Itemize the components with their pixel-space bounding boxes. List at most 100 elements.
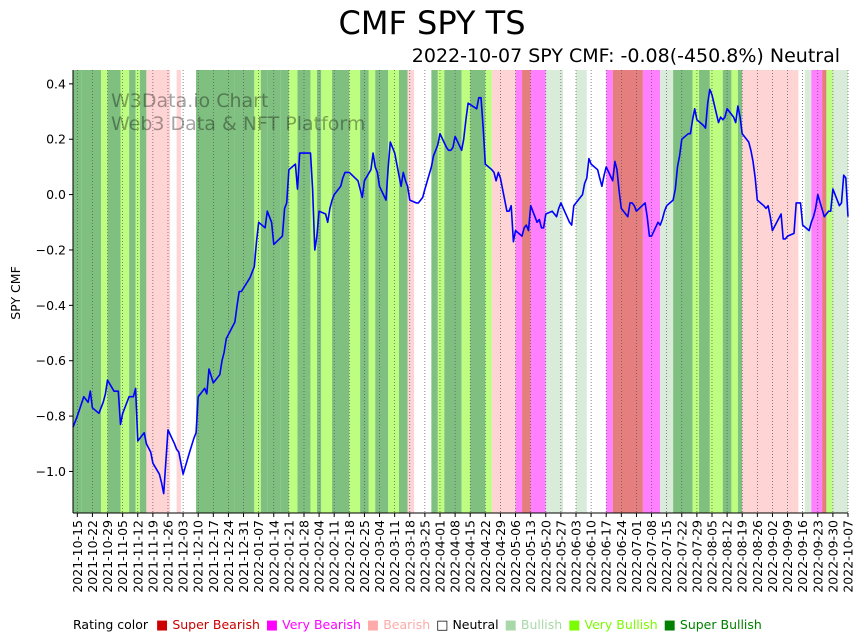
y-tick-label: −0.2 <box>36 242 66 257</box>
x-tick-label: 2022-06-17 <box>599 520 614 593</box>
rating-band <box>515 70 523 513</box>
x-tick-label: 2021-10-15 <box>70 520 85 593</box>
x-tick-label: 2022-02-18 <box>342 520 357 593</box>
axes <box>72 70 848 514</box>
chart-title: CMF SPY TS <box>338 4 526 42</box>
x-tick-label: 2022-08-05 <box>704 520 719 593</box>
rating-band <box>811 70 823 513</box>
rating-band <box>612 70 643 513</box>
rating-band <box>737 70 743 513</box>
rating-band <box>368 70 376 513</box>
x-tick-label: 2022-09-16 <box>795 520 810 593</box>
x-tick-label: 2021-12-24 <box>221 520 236 593</box>
x-tick-label: 2021-12-10 <box>191 520 206 593</box>
rating-band <box>321 70 333 513</box>
x-tick-label: 2021-11-12 <box>130 520 145 593</box>
rating-band <box>485 70 492 513</box>
rating-band <box>437 70 445 513</box>
rating-band <box>606 70 613 513</box>
rating-band <box>129 70 136 513</box>
rating-band <box>431 70 438 513</box>
cmf-series <box>72 88 849 495</box>
rating-band <box>349 70 361 513</box>
legend-item-label: Super Bullish <box>675 617 762 632</box>
x-tick-label: 2022-09-30 <box>825 520 840 593</box>
rating-band <box>470 70 486 513</box>
rating-band <box>722 70 732 513</box>
x-tick-label: 2022-08-19 <box>735 520 750 593</box>
rating-band <box>139 70 147 513</box>
x-tick-label: 2022-09-02 <box>765 520 780 593</box>
rating-band <box>234 70 255 513</box>
legend-item-label: Neutral <box>448 617 499 632</box>
y-tick-label: −1.0 <box>36 464 66 479</box>
x-tick-label: 2022-08-12 <box>720 520 735 593</box>
rating-band <box>692 70 700 513</box>
rating-band <box>530 70 546 513</box>
legend-label: Rating color <box>73 617 149 632</box>
x-tick-label: 2022-05-27 <box>553 520 568 593</box>
x-tick-label: 2022-01-28 <box>296 520 311 593</box>
x-tick-label: 2022-02-04 <box>312 520 327 593</box>
rating-bands <box>73 70 848 513</box>
rating-band <box>107 70 121 513</box>
legend-swatch: □ <box>436 618 449 633</box>
x-tick-label: 2022-07-29 <box>689 520 704 593</box>
rating-band <box>545 70 564 513</box>
rating-band <box>101 70 108 513</box>
legend-item: ■ Very Bearish <box>265 617 361 633</box>
rating-band <box>461 70 471 513</box>
y-axis-ticks: 0.4 0.2 0.0 −0.2 −0.4 −0.6 −0.8 −1.0 <box>36 76 73 479</box>
y-tick-label: 0.4 <box>46 76 66 91</box>
x-tick-label: 2022-04-01 <box>432 520 447 593</box>
rating-band <box>563 70 576 513</box>
x-tick-label: 2022-08-26 <box>750 520 765 593</box>
rating-band <box>297 70 311 513</box>
x-tick-label: 2022-03-18 <box>402 520 417 593</box>
rating-band <box>699 70 710 513</box>
rating-band <box>288 70 298 513</box>
rating-band <box>804 70 812 513</box>
rating-band <box>267 70 281 513</box>
watermark-line-2: Web3 Data & NFT Platform <box>111 113 366 135</box>
rating-band <box>332 70 350 513</box>
rating-band <box>444 70 462 513</box>
x-tick-label: 2021-11-26 <box>160 520 175 593</box>
x-tick-label: 2022-09-23 <box>810 520 825 593</box>
rating-band <box>260 70 268 513</box>
x-tick-label: 2022-09-09 <box>780 520 795 593</box>
x-tick-label: 2022-06-24 <box>614 520 629 593</box>
rating-band <box>575 70 587 513</box>
rating-band <box>398 70 408 513</box>
x-tick-label: 2022-03-25 <box>417 520 432 593</box>
rating-band <box>176 70 181 513</box>
x-tick-label: 2022-04-08 <box>448 520 463 593</box>
rating-band <box>310 70 317 513</box>
x-tick-label: 2022-07-22 <box>674 520 689 593</box>
x-tick-label: 2022-02-11 <box>327 520 342 593</box>
rating-band <box>832 70 848 513</box>
rating-legend: Rating color ■ Super Bearish ■ Very Beari… <box>73 617 768 633</box>
rating-band <box>360 70 369 513</box>
y-tick-label: 0.2 <box>46 132 66 147</box>
legend-item: ■ Very Bullish <box>568 617 658 633</box>
legend-items: ■ Super Bearish ■ Very Bearish ■ Bearish □ … <box>156 617 768 633</box>
legend-item-label: Very Bearish <box>278 617 361 632</box>
x-tick-label: 2022-06-03 <box>568 520 583 593</box>
x-tick-label: 2022-05-06 <box>508 520 523 593</box>
x-tick-label: 2021-12-03 <box>176 520 191 593</box>
watermark-line-1: W3Data.io Chart <box>111 90 269 112</box>
legend-item: ■ Super Bearish <box>156 617 260 633</box>
x-tick-label: 2022-07-01 <box>629 520 644 593</box>
rating-band <box>642 70 661 513</box>
y-tick-label: −0.6 <box>36 353 66 368</box>
legend-item-label: Very Bullish <box>580 617 658 632</box>
rating-band <box>316 70 322 513</box>
rating-band <box>254 70 261 513</box>
legend-swatch: ■ <box>265 618 279 633</box>
rating-band <box>73 70 82 513</box>
rating-band <box>280 70 289 513</box>
x-axis-ticks: 2021-10-15 2021-10-22 2021-10-29 2021-11-05… <box>70 513 856 593</box>
x-tick-label: 2021-11-19 <box>145 520 160 593</box>
